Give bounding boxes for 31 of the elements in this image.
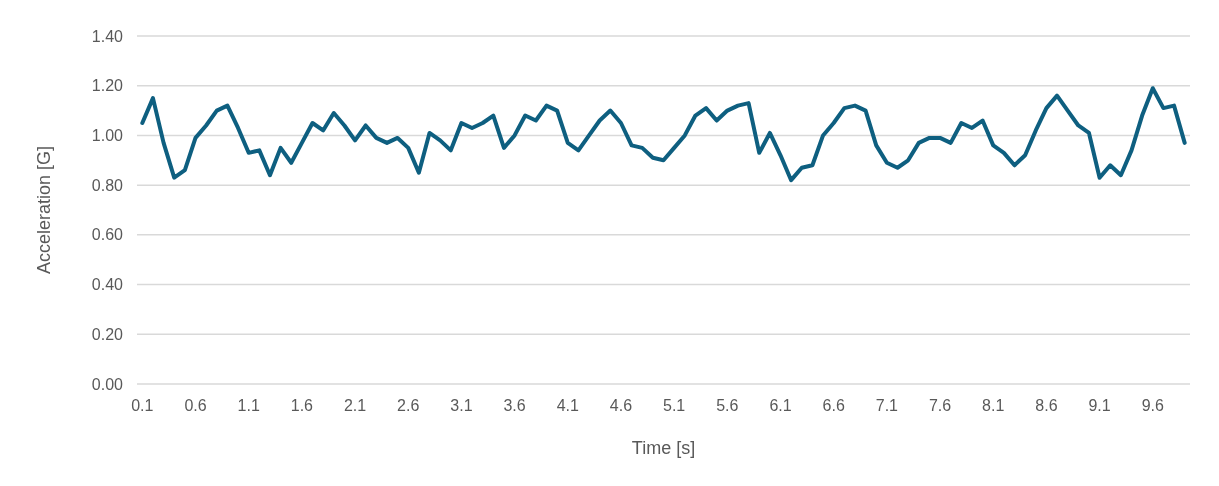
x-tick-label: 0.1 [131,397,154,414]
x-tick-label: 8.6 [1035,397,1058,414]
x-tick-label: 1.6 [290,397,314,414]
x-tick-label: 1.1 [237,397,260,414]
y-tick-label: 0.80 [91,176,124,194]
y-tick-label: 1.40 [91,27,124,45]
x-tick-label: 7.1 [875,397,899,414]
x-tick-label: 8.1 [982,397,1005,414]
x-tick-label: 2.1 [343,397,367,414]
x-tick-label: 9.6 [1141,397,1164,414]
x-axis-title: Time [s] [631,438,696,458]
x-tick-label: 6.6 [822,397,845,414]
x-tick-label: 3.6 [503,397,526,414]
x-tick-label: 4.6 [609,397,633,414]
y-tick-label: 0.00 [91,375,124,393]
y-tick-label: 0.60 [91,226,124,244]
x-tick-label: 2.6 [397,397,420,414]
y-tick-label: 0.40 [91,276,124,294]
x-tick-label: 0.6 [184,397,207,414]
x-tick-label: 9.1 [1088,397,1111,414]
y-tick-label: 1.20 [91,77,124,95]
x-tick-label: 4.1 [556,397,579,414]
y-axis-title: Acceleration [G] [34,145,54,275]
line-series [140,86,1187,183]
x-tick-label: 5.1 [663,397,686,414]
x-tick-label: 5.6 [716,397,739,414]
x-tick-label: 3.1 [450,397,473,414]
x-tick-label: 7.6 [928,397,952,414]
y-tick-label: 1.00 [91,127,124,145]
x-tick-label: 6.1 [769,397,792,414]
y-tick-label: 0.20 [91,325,124,343]
